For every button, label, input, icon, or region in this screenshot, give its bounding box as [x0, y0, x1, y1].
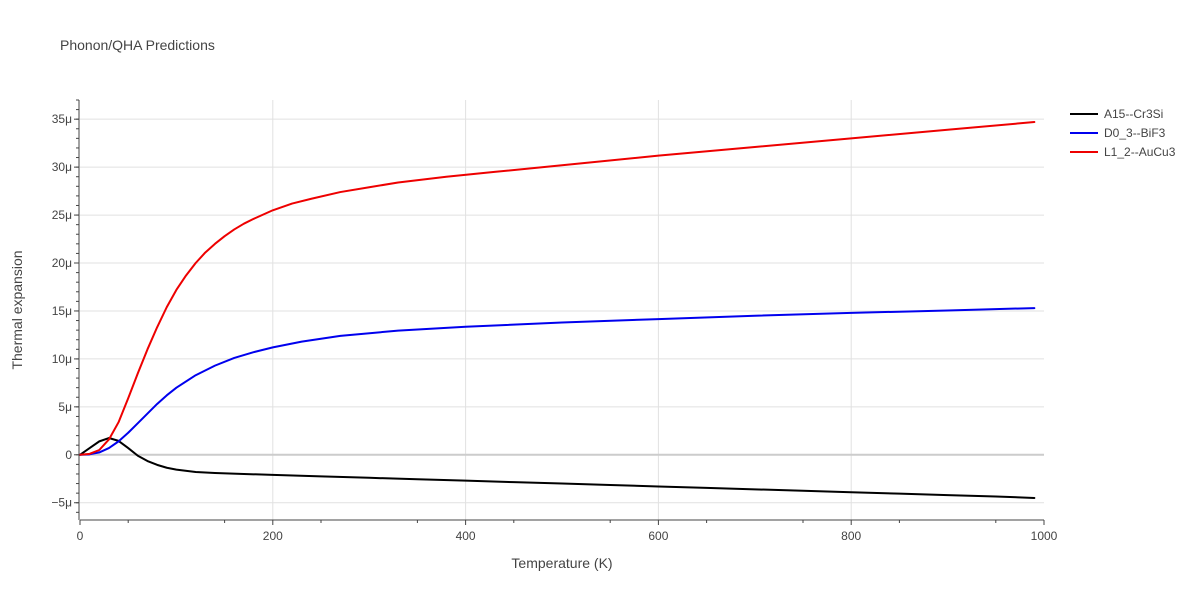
- y-tick-label: 20μ: [52, 256, 72, 270]
- series-line-1[interactable]: [79, 307, 1036, 456]
- x-tick-label: 600: [648, 529, 668, 543]
- x-axis-title: Temperature (K): [511, 555, 612, 571]
- y-axis-title: Thermal expansion: [9, 250, 25, 369]
- y-ticks: −5μ 0 5μ 10μ 15μ 20μ 25μ 30μ 35μ: [51, 99, 79, 513]
- series-lines: [79, 121, 1036, 499]
- x-tick-label: 0: [77, 529, 84, 543]
- x-tick-label: 400: [456, 529, 476, 543]
- legend-item[interactable]: D0_3--BiF3: [1070, 126, 1166, 140]
- axes: [78, 100, 1044, 521]
- y-tick-label: 15μ: [52, 304, 72, 318]
- y-tick-label: 10μ: [52, 352, 72, 366]
- legend-item[interactable]: L1_2--AuCu3: [1070, 145, 1176, 159]
- y-tick-label: 30μ: [52, 160, 72, 174]
- legend[interactable]: A15--Cr3Si D0_3--BiF3 L1_2--AuCu3: [1070, 107, 1176, 159]
- series-line-2[interactable]: [79, 121, 1036, 456]
- legend-label: A15--Cr3Si: [1104, 107, 1163, 121]
- chart-title: Phonon/QHA Predictions: [60, 37, 215, 53]
- x-tick-label: 800: [841, 529, 861, 543]
- y-tick-label: 25μ: [52, 208, 72, 222]
- legend-item[interactable]: A15--Cr3Si: [1070, 107, 1163, 121]
- y-tick-label: 5μ: [58, 400, 72, 414]
- x-tick-label: 200: [263, 529, 283, 543]
- gridlines: [80, 100, 1044, 520]
- x-ticks: 0 200 400 600 800 1000: [77, 520, 1058, 543]
- y-tick-label: 0: [65, 448, 72, 462]
- legend-label: L1_2--AuCu3: [1104, 145, 1176, 159]
- series-line-0[interactable]: [79, 437, 1036, 499]
- y-tick-label: −5μ: [51, 496, 72, 510]
- legend-label: D0_3--BiF3: [1104, 126, 1166, 140]
- x-tick-label: 1000: [1031, 529, 1058, 543]
- y-tick-label: 35μ: [52, 112, 72, 126]
